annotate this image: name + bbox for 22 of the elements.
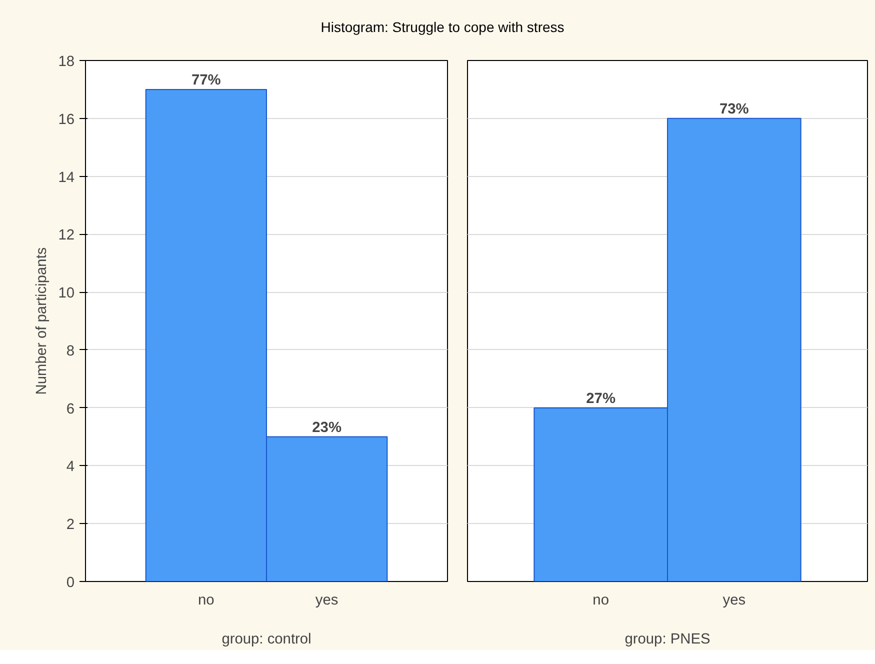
y-tick-label: 10 (58, 286, 75, 302)
y-tick-label: 8 (66, 343, 75, 360)
x-tick-label: no (198, 592, 214, 608)
x-tick-label: yes (722, 592, 746, 608)
y-tick-label: 4 (66, 459, 75, 476)
y-tick-label: 14 (58, 170, 75, 186)
y-tick-label: 16 (58, 112, 75, 128)
y-tick-label: 6 (66, 401, 75, 418)
y-axis-title: Number of participants (34, 247, 50, 395)
annotation: 77% (192, 72, 221, 88)
annotation: 27% (586, 390, 616, 407)
annotation: 23% (312, 420, 342, 436)
x-tick-label: no (592, 592, 609, 608)
x-axis-title: group: control (222, 632, 312, 648)
x-axis-title: group: PNES (624, 632, 710, 648)
y-tick-label: 18 (58, 54, 75, 70)
x-tick-label: yes (315, 592, 338, 608)
annotation: 73% (720, 101, 749, 118)
y-tick-label: 12 (58, 228, 75, 244)
y-tick-label: 0 (66, 575, 75, 591)
chart-title: Histogram: Struggle to cope with stress (320, 18, 564, 37)
y-tick-label: 2 (66, 517, 75, 534)
